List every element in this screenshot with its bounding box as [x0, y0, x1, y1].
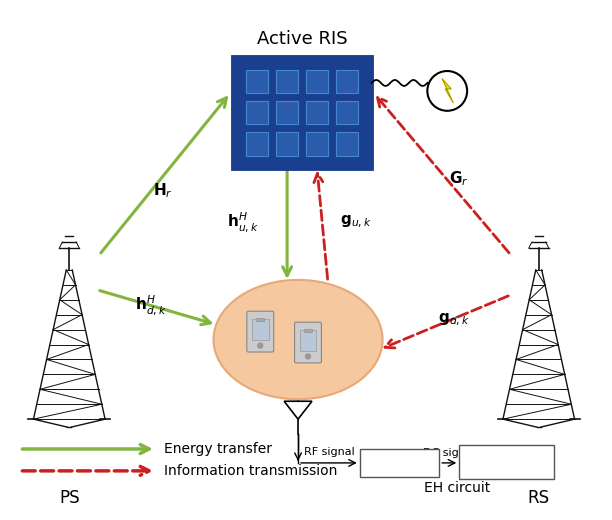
Text: Rectifier: Rectifier	[376, 458, 423, 468]
FancyBboxPatch shape	[306, 101, 328, 124]
Text: RS: RS	[528, 489, 550, 507]
Polygon shape	[284, 401, 312, 419]
Text: $\mathbf{G}_r$: $\mathbf{G}_r$	[449, 169, 469, 188]
FancyBboxPatch shape	[306, 133, 328, 155]
FancyBboxPatch shape	[246, 133, 268, 155]
Text: $\mathbf{h}_{u,k}^{H}$: $\mathbf{h}_{u,k}^{H}$	[226, 210, 258, 234]
FancyBboxPatch shape	[276, 101, 298, 124]
FancyBboxPatch shape	[233, 57, 371, 168]
FancyBboxPatch shape	[247, 311, 274, 352]
Text: $\mathbf{h}_{d,k}^{H}$: $\mathbf{h}_{d,k}^{H}$	[135, 293, 166, 317]
Text: $\mathbf{g}_{u,k}$: $\mathbf{g}_{u,k}$	[340, 214, 371, 230]
Text: Energy transfer: Energy transfer	[164, 442, 272, 456]
FancyBboxPatch shape	[306, 70, 328, 93]
Text: EH circuit: EH circuit	[424, 481, 490, 495]
FancyBboxPatch shape	[294, 322, 321, 363]
Text: DC signal: DC signal	[423, 448, 476, 458]
FancyBboxPatch shape	[304, 329, 312, 332]
FancyBboxPatch shape	[336, 70, 358, 93]
FancyBboxPatch shape	[246, 101, 268, 124]
FancyBboxPatch shape	[459, 445, 554, 479]
FancyBboxPatch shape	[336, 133, 358, 155]
FancyBboxPatch shape	[276, 133, 298, 155]
Text: Rechargeable
battery: Rechargeable battery	[468, 451, 545, 473]
FancyBboxPatch shape	[252, 319, 269, 340]
FancyBboxPatch shape	[246, 70, 268, 93]
Circle shape	[305, 354, 310, 359]
FancyBboxPatch shape	[300, 330, 316, 351]
FancyBboxPatch shape	[276, 70, 298, 93]
FancyBboxPatch shape	[336, 101, 358, 124]
FancyBboxPatch shape	[360, 449, 439, 477]
Text: $\mathbf{H}_r$: $\mathbf{H}_r$	[153, 181, 173, 200]
Text: Active RIS: Active RIS	[256, 30, 348, 48]
Circle shape	[427, 71, 467, 111]
Ellipse shape	[214, 280, 382, 399]
Text: PS: PS	[59, 489, 80, 507]
FancyBboxPatch shape	[256, 318, 264, 321]
Polygon shape	[442, 79, 453, 103]
Text: Information transmission: Information transmission	[164, 464, 337, 478]
Text: $U_k$: $U_k$	[260, 381, 280, 400]
Text: RF signal: RF signal	[304, 447, 354, 457]
Text: $\mathbf{g}_{d,k}$: $\mathbf{g}_{d,k}$	[438, 311, 470, 328]
Circle shape	[258, 343, 263, 348]
